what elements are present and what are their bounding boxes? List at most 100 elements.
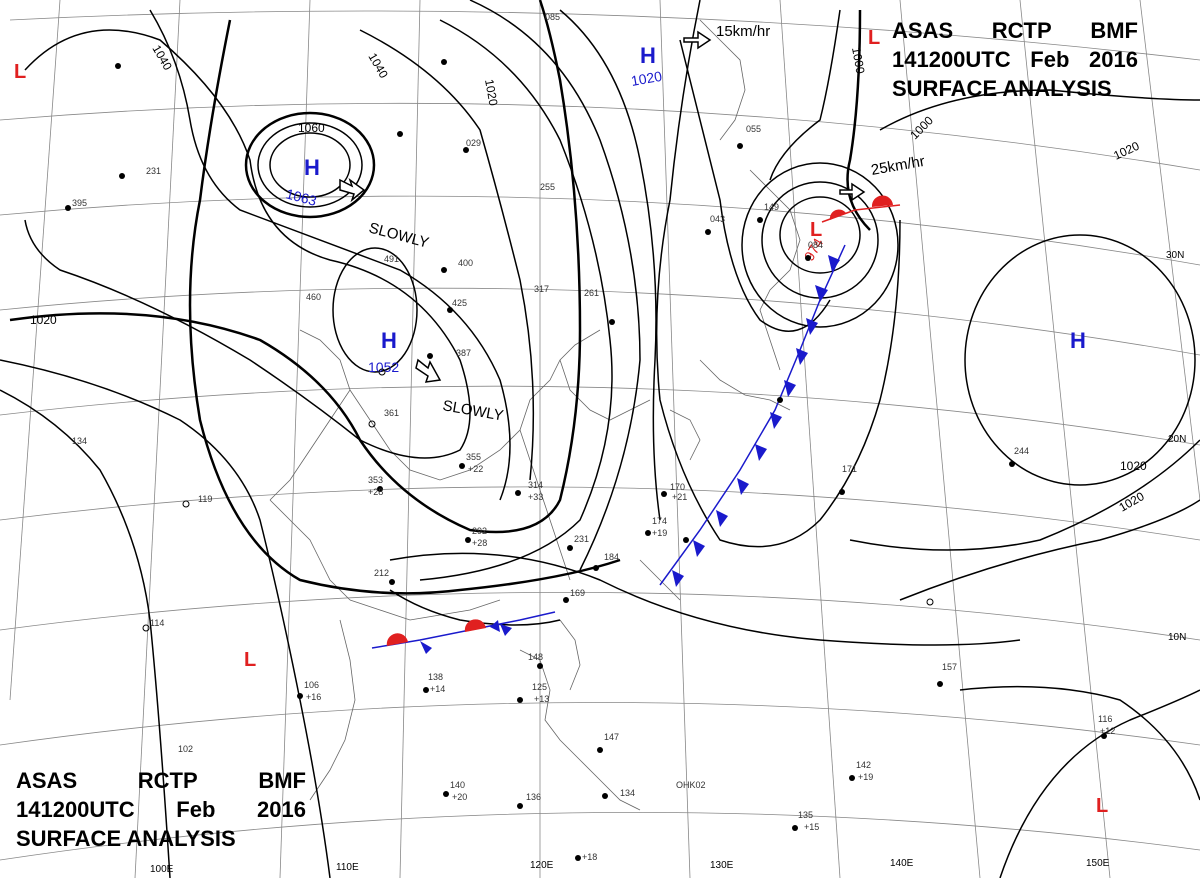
station-value: 149 [764,202,779,212]
station-value: 244 [1014,446,1029,456]
motion-arrows [339,30,866,383]
station-offset: +13 [534,694,549,704]
high-center-1020: H [640,43,656,68]
station-offset: +15 [804,822,819,832]
station-value: 142 [856,760,871,770]
station-value: 134 [72,436,87,446]
station-value: 231 [574,534,589,544]
station-value: 102 [178,744,193,754]
title-code: BMF [1090,18,1138,43]
title-agency: ASAS [16,768,78,793]
station-value: OHK02 [676,780,706,790]
high-center-1020-value: 1020 [630,68,664,89]
longitude-label: 140E [890,858,914,869]
coordinate-labels: 30N 20N 10N 100E 110E 120E 130E 140E 150… [150,250,1186,875]
station-value: 174 [652,516,667,526]
motion-label: 15km/hr [716,23,770,40]
station-value: 400 [458,258,473,268]
station-offset: +33 [528,492,543,502]
title-month: Feb [1030,47,1070,72]
latitude-label: 20N [1168,434,1186,445]
station-value: 084 [808,240,823,250]
latitude-label: 30N [1166,250,1184,261]
longitude-label: 110E [336,862,359,873]
station-value: 261 [584,288,599,298]
station-value: 043 [710,214,725,224]
title-line-2: 141200UTC Feb 2016 [892,45,1138,74]
station-value: 136 [526,792,541,802]
station-value: 147 [604,732,619,742]
station-value: 292 [472,526,487,536]
station-offset: +16 [306,692,321,702]
longitude-label: 120E [530,860,554,871]
station-value: 169 [570,588,585,598]
title-line-3: SURFACE ANALYSIS [892,74,1138,103]
station-offset: +21 [672,492,687,502]
high-center-1052: H [381,328,397,353]
station-value: 157 [942,662,957,672]
station-value: 355 [466,452,481,462]
low-center-ne: L [868,27,880,49]
low-center-w: L [244,649,256,671]
title-product: SURFACE ANALYSIS [892,76,1112,101]
station-value: 138 [428,672,443,682]
low-center-nw: L [14,61,26,83]
title-code: BMF [258,768,306,793]
station-value: 387 [456,348,471,358]
stationary-front-marks [386,619,512,654]
title-station: RCTP [991,18,1052,43]
station-value: 184 [604,552,619,562]
isobar-label: 1000 [849,46,867,75]
station-value: 116 [1098,714,1112,724]
station-offset: +14 [430,684,445,694]
title-time: 141200UTC [16,797,135,822]
low-center-974: L [810,219,822,241]
station-value: 125 [532,682,547,692]
high-center-1063: H [304,155,320,180]
isobar-label: 1020 [1120,459,1147,473]
station-offset: +19 [858,772,873,782]
station-plots: 085 292 355 314 353 212 231 184 174 170 … [65,12,1115,862]
station-value: 119 [198,494,212,504]
title-station: RCTP [137,768,198,793]
isobar-label: 1020 [30,313,57,327]
station-value: 114 [150,618,164,628]
station-dots [65,59,1107,861]
station-value: 231 [146,166,161,176]
latitude-label: 10N [1168,632,1186,643]
isobar-label: 1060 [298,121,325,135]
station-offset: +22 [468,464,483,474]
low-center-se: L [1096,795,1108,817]
chart-title-top: ASAS RCTP BMF 141200UTC Feb 2016 SURFACE… [892,16,1138,103]
high-center-1052-value: 1052 [368,359,399,375]
station-value: 314 [528,480,543,490]
station-value: 140 [450,780,465,790]
station-offset: +28 [368,487,383,497]
longitude-label: 100E [150,864,174,875]
station-value: 134 [620,788,635,798]
title-product: SURFACE ANALYSIS [16,826,236,851]
station-offset: +19 [652,528,667,538]
station-value: 353 [368,475,383,485]
station-offset: +12 [1100,726,1115,736]
station-value: 029 [466,138,481,148]
station-value: 491 [384,254,399,264]
warm-front-bumps [829,195,893,220]
high-center-1063-value: 1063 [284,185,318,209]
title-month: Feb [176,797,216,822]
station-offset: +18 [582,852,597,862]
high-center-east: H [1070,328,1086,353]
longitude-label: 150E [1086,858,1110,869]
title-year: 2016 [257,797,306,822]
station-value: 361 [384,408,399,418]
title-year: 2016 [1089,47,1138,72]
title-line-1: ASAS RCTP BMF [16,766,306,795]
station-offset: +20 [452,792,467,802]
station-value: 135 [798,810,813,820]
title-line-3: SURFACE ANALYSIS [16,824,306,853]
station-value: 085 [545,12,560,22]
station-value: 148 [528,652,543,662]
